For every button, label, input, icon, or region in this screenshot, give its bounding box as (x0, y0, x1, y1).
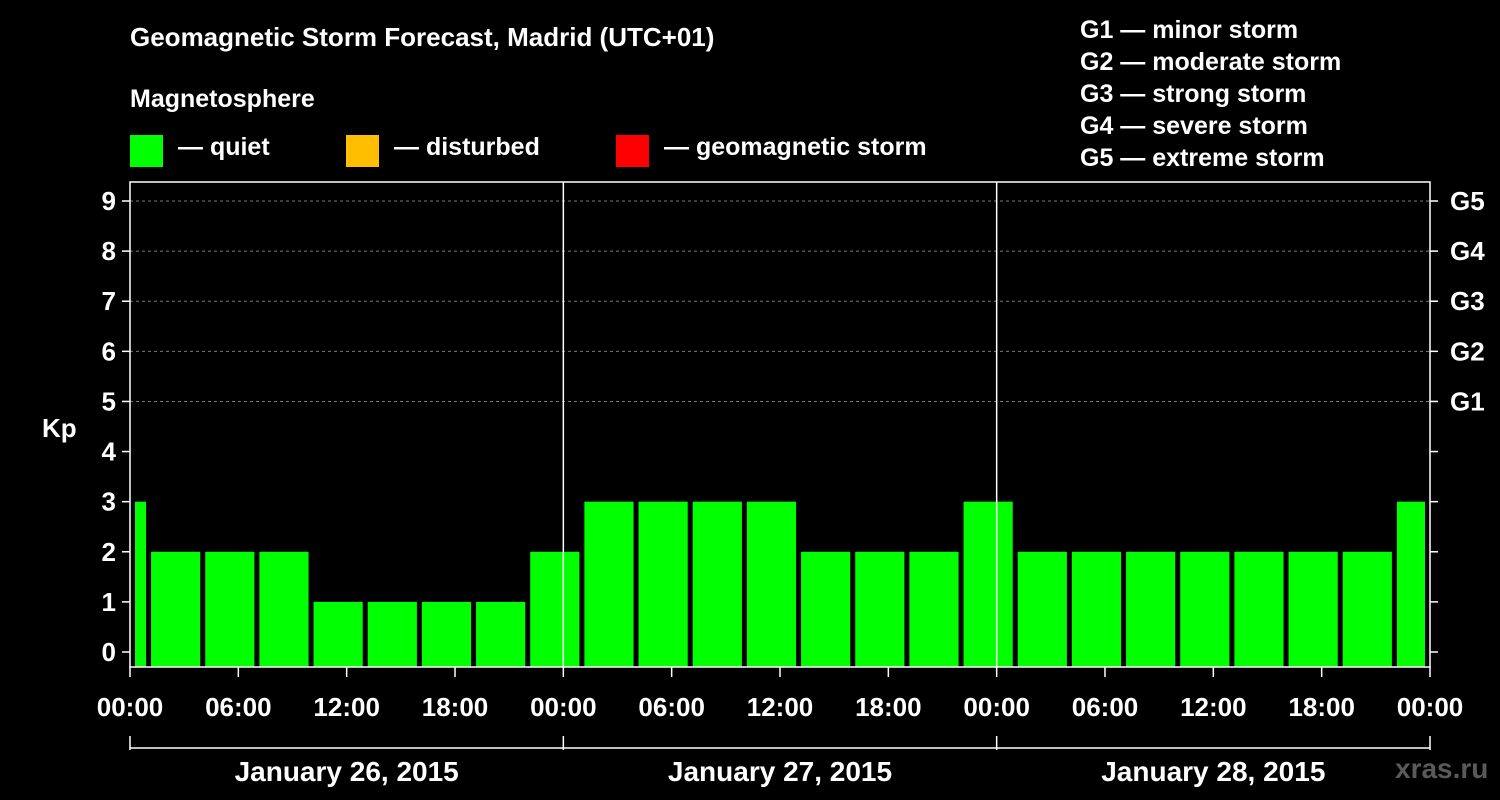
x-tick-label: 12:00 (1180, 692, 1247, 722)
kp-bar-15 (909, 551, 959, 667)
y-tick-label-5: 5 (102, 386, 116, 416)
kp-bar-5 (367, 601, 417, 667)
x-tick-label: 00:00 (963, 692, 1030, 722)
kp-bar-10 (638, 501, 688, 667)
y-tick-label-0: 0 (102, 637, 116, 667)
x-tick-label: 18:00 (855, 692, 922, 722)
x-tick-label: 18:00 (422, 692, 489, 722)
kp-bar-17 (1017, 551, 1067, 667)
y-tick-label-2: 2 (102, 537, 116, 567)
chart-title: Geomagnetic Storm Forecast, Madrid (UTC+… (130, 22, 715, 52)
kp-bar-2 (205, 551, 255, 667)
y-tick-label-6: 6 (102, 336, 116, 366)
kp-bar-21 (1234, 551, 1284, 667)
watermark: xras.ru (1395, 753, 1489, 784)
kp-bar-13 (801, 551, 851, 667)
kp-bar-11 (692, 501, 742, 667)
kp-bar-22 (1288, 551, 1338, 667)
x-tick-label: 06:00 (205, 692, 272, 722)
storm-level-label-g2: G2 (1450, 336, 1485, 366)
x-tick-label: 18:00 (1288, 692, 1355, 722)
kp-bar-12 (746, 501, 797, 667)
legend-swatch-quiet (130, 135, 163, 167)
storm-level-label-g5: G5 (1450, 186, 1485, 216)
x-tick-label: 00:00 (97, 692, 164, 722)
storm-scale-legend: G1 — minor storm G2 — moderate storm G3 … (1080, 14, 1341, 174)
day-label-1: January 27, 2015 (668, 756, 892, 787)
y-tick-label-8: 8 (102, 236, 116, 266)
kp-bar-19 (1126, 551, 1176, 667)
x-tick-label: 00:00 (530, 692, 597, 722)
kp-bar-14 (855, 551, 905, 667)
y-tick-label-9: 9 (102, 186, 116, 216)
storm-level-label-g4: G4 (1450, 236, 1485, 266)
legend-label-storm: — geomagnetic storm (664, 133, 927, 161)
x-tick-label: 06:00 (1072, 692, 1139, 722)
legend-swatch-disturbed (346, 135, 379, 167)
y-tick-label-3: 3 (102, 487, 116, 517)
kp-bar-8 (530, 551, 580, 667)
kp-bar-23 (1342, 551, 1392, 667)
kp-bar-9 (584, 501, 634, 667)
kp-bar-24 (1396, 501, 1425, 667)
legend-label-disturbed: — disturbed (394, 133, 540, 161)
y-tick-label-7: 7 (102, 286, 116, 316)
legend-heading: Magnetosphere (130, 85, 315, 113)
day-label-2: January 28, 2015 (1101, 756, 1325, 787)
kp-bar-7 (476, 601, 526, 667)
kp-bar-20 (1180, 551, 1230, 667)
storm-level-g4: G4 — severe storm (1080, 112, 1308, 140)
storm-level-g2: G2 — moderate storm (1080, 48, 1342, 76)
x-tick-label: 12:00 (747, 692, 814, 722)
kp-bar-18 (1071, 551, 1122, 667)
kp-bar-3 (259, 551, 309, 667)
storm-level-g3: G3 — strong storm (1080, 80, 1307, 108)
y-tick-label-4: 4 (102, 437, 117, 467)
legend-label-quiet: — quiet (178, 133, 270, 161)
x-tick-label: 00:00 (1397, 692, 1464, 722)
kp-bar-1 (151, 551, 201, 667)
kp-bar-16 (963, 501, 1013, 667)
kp-bar-0 (135, 501, 147, 667)
day-label-0: January 26, 2015 (235, 756, 459, 787)
storm-level-label-g1: G1 (1450, 386, 1485, 416)
x-tick-label: 12:00 (313, 692, 380, 722)
y-tick-label-1: 1 (102, 587, 116, 617)
storm-level-g5: G5 — extreme storm (1080, 144, 1325, 172)
storm-level-label-g3: G3 (1450, 286, 1485, 316)
x-tick-label: 06:00 (638, 692, 705, 722)
kp-bar-4 (313, 601, 363, 667)
y-axis-label: Kp (42, 413, 77, 443)
storm-level-g1: G1 — minor storm (1080, 16, 1299, 44)
legend-swatch-storm (616, 135, 649, 167)
kp-bar-6 (421, 601, 472, 667)
